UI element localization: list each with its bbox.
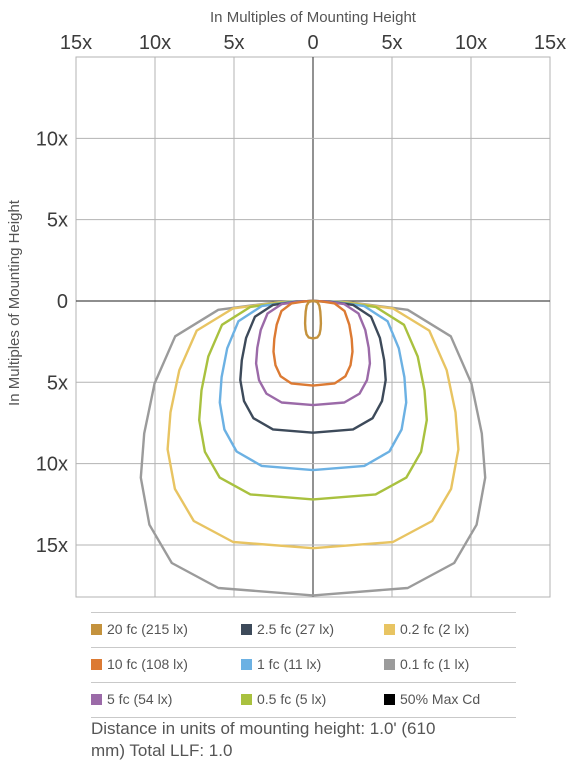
legend-label: 0.2 fc (2 lx) xyxy=(400,621,470,637)
isofootcandle-contour xyxy=(272,299,354,387)
legend-item: 1 fc (11 lx) xyxy=(241,656,321,672)
y-tick-label: 0 xyxy=(57,291,68,313)
legend-label: 10 fc (108 lx) xyxy=(107,656,188,672)
isofootcandle-contour xyxy=(166,299,460,550)
x-tick-label: 10x xyxy=(455,32,487,54)
x-tick-label: 0 xyxy=(307,32,318,54)
legend-label: 2.5 fc (27 lx) xyxy=(257,621,335,637)
legend-label: 50% Max Cd xyxy=(400,691,481,707)
x-tick-label: 10x xyxy=(139,32,171,54)
legend: 20 fc (215 lx) 2.5 fc (27 lx) 0.2 fc (2 … xyxy=(91,612,516,718)
isofootcandle-contour xyxy=(198,299,428,501)
y-tick-label: 5x xyxy=(47,372,68,394)
x-axis-label: In Multiples of Mounting Height xyxy=(210,9,417,26)
legend-label: 5 fc (54 lx) xyxy=(107,691,173,707)
legend-swatch xyxy=(384,623,395,635)
legend-item: 0.5 fc (5 lx) xyxy=(241,691,326,707)
legend-item: 5 fc (54 lx) xyxy=(91,691,172,707)
isofootcandle-contour xyxy=(218,299,408,472)
legend-row: 5 fc (54 lx) 0.5 fc (5 lx) 50% Max Cd xyxy=(91,682,516,718)
y-tick-label: 10x xyxy=(36,128,68,150)
isofootcandle-contour xyxy=(254,299,372,407)
y-axis-label: In Multiples of Mounting Height xyxy=(6,199,23,406)
legend-swatch xyxy=(91,693,102,705)
legend-label: 20 fc (215 lx) xyxy=(107,621,188,637)
y-tick-label: 5x xyxy=(47,210,68,232)
footnote: Distance in units of mounting height: 1.… xyxy=(91,719,436,760)
legend-label: 0.5 fc (5 lx) xyxy=(257,691,327,707)
isofootcandle-contour xyxy=(239,299,387,434)
legend-swatch xyxy=(91,658,102,670)
legend-item: 20 fc (215 lx) xyxy=(91,621,188,637)
legend-item: 0.1 fc (1 lx) xyxy=(384,656,469,672)
y-tick-label: 15x xyxy=(36,535,68,557)
legend-swatch xyxy=(384,693,395,705)
x-tick-label: 15x xyxy=(60,32,92,54)
x-tick-label: 5x xyxy=(223,32,244,54)
isofootcandle-contour xyxy=(139,299,487,597)
x-tick-label: 5x xyxy=(381,32,402,54)
isofootcandle-chart: 15x 10x 5x 0 5x 10x 15x 10x 5x 0 5x 10x 15x In Multip… xyxy=(6,9,566,598)
legend-label: 1 fc (11 lx) xyxy=(257,656,322,672)
legend-item: 50% Max Cd xyxy=(384,691,480,707)
y-tick-label: 10x xyxy=(36,454,68,476)
legend-swatch xyxy=(91,623,102,635)
legend-item: 10 fc (108 lx) xyxy=(91,656,188,672)
legend-swatch xyxy=(241,693,252,705)
isofootcandle-contour xyxy=(303,299,323,340)
legend-label: 0.1 fc (1 lx) xyxy=(400,656,470,672)
legend-swatch xyxy=(241,658,252,670)
legend-row: 20 fc (215 lx) 2.5 fc (27 lx) 0.2 fc (2 … xyxy=(91,612,516,647)
legend-row: 10 fc (108 lx) 1 fc (11 lx) 0.1 fc (1 lx… xyxy=(91,647,516,682)
x-tick-label: 15x xyxy=(534,32,566,54)
legend-swatch xyxy=(241,623,252,635)
legend-item: 0.2 fc (2 lx) xyxy=(384,621,469,637)
legend-swatch xyxy=(384,658,395,670)
legend-item: 2.5 fc (27 lx) xyxy=(241,621,334,637)
